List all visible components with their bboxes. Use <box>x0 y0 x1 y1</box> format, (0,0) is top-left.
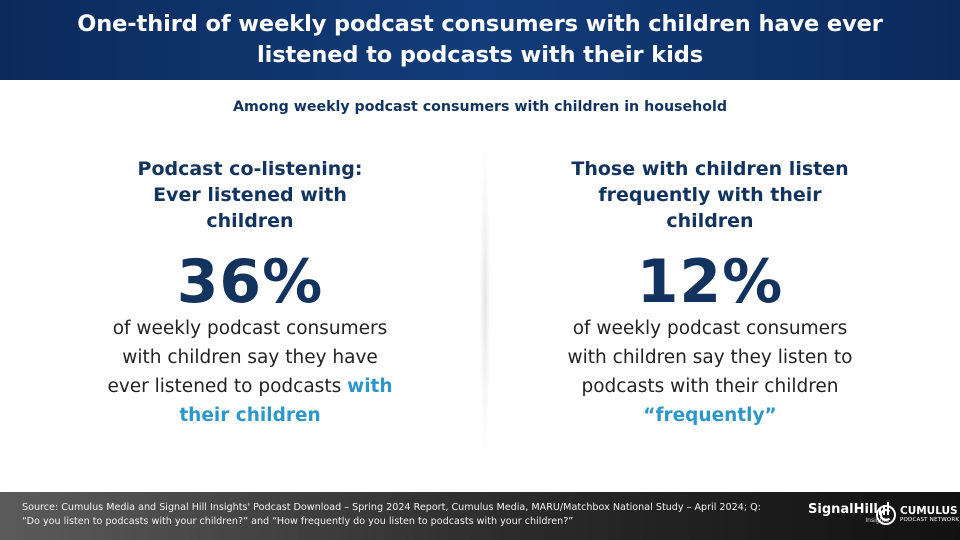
stat-title: Those with children listen frequently wi… <box>571 158 849 232</box>
cumulus-network-label: PODCAST NETWORK <box>900 517 960 523</box>
stat-value: 12% <box>636 247 784 317</box>
cumulus-wordmark: CUMULUS <box>900 505 958 517</box>
stat-title: Podcast co-listening: Ever listened with… <box>137 158 363 232</box>
column-divider <box>480 150 490 450</box>
page-subtitle: Among weekly podcast consumers with chil… <box>233 99 727 115</box>
footer-bar: Source: Cumulus Media and Signal Hill In… <box>0 492 960 540</box>
stat-description: of weekly podcast consumers with childre… <box>100 314 400 430</box>
stat-description-text: of weekly podcast consumers with childre… <box>567 318 853 397</box>
source-note: Source: Cumulus Media and Signal Hill In… <box>22 502 761 527</box>
signal-hill-sub: Insights <box>865 517 889 524</box>
stat-panel-ever-listened: Podcast co-listening: Ever listened with… <box>90 156 410 430</box>
stat-description-highlight: with their children <box>179 376 393 426</box>
stat-value: 36% <box>176 247 324 317</box>
stat-description-highlight: “frequently” <box>643 405 777 426</box>
cumulus-c-icon <box>876 505 896 525</box>
title-banner: One-third of weekly podcast consumers wi… <box>0 0 960 80</box>
stat-description-text: of weekly podcast consumers with childre… <box>107 318 388 397</box>
page-title: One-third of weekly podcast consumers wi… <box>77 11 883 68</box>
stat-panel-frequently: Those with children listen frequently wi… <box>550 156 870 430</box>
signal-hill-wordmark: SignalHill <box>808 502 878 517</box>
stat-description: of weekly podcast consumers with childre… <box>560 314 860 430</box>
